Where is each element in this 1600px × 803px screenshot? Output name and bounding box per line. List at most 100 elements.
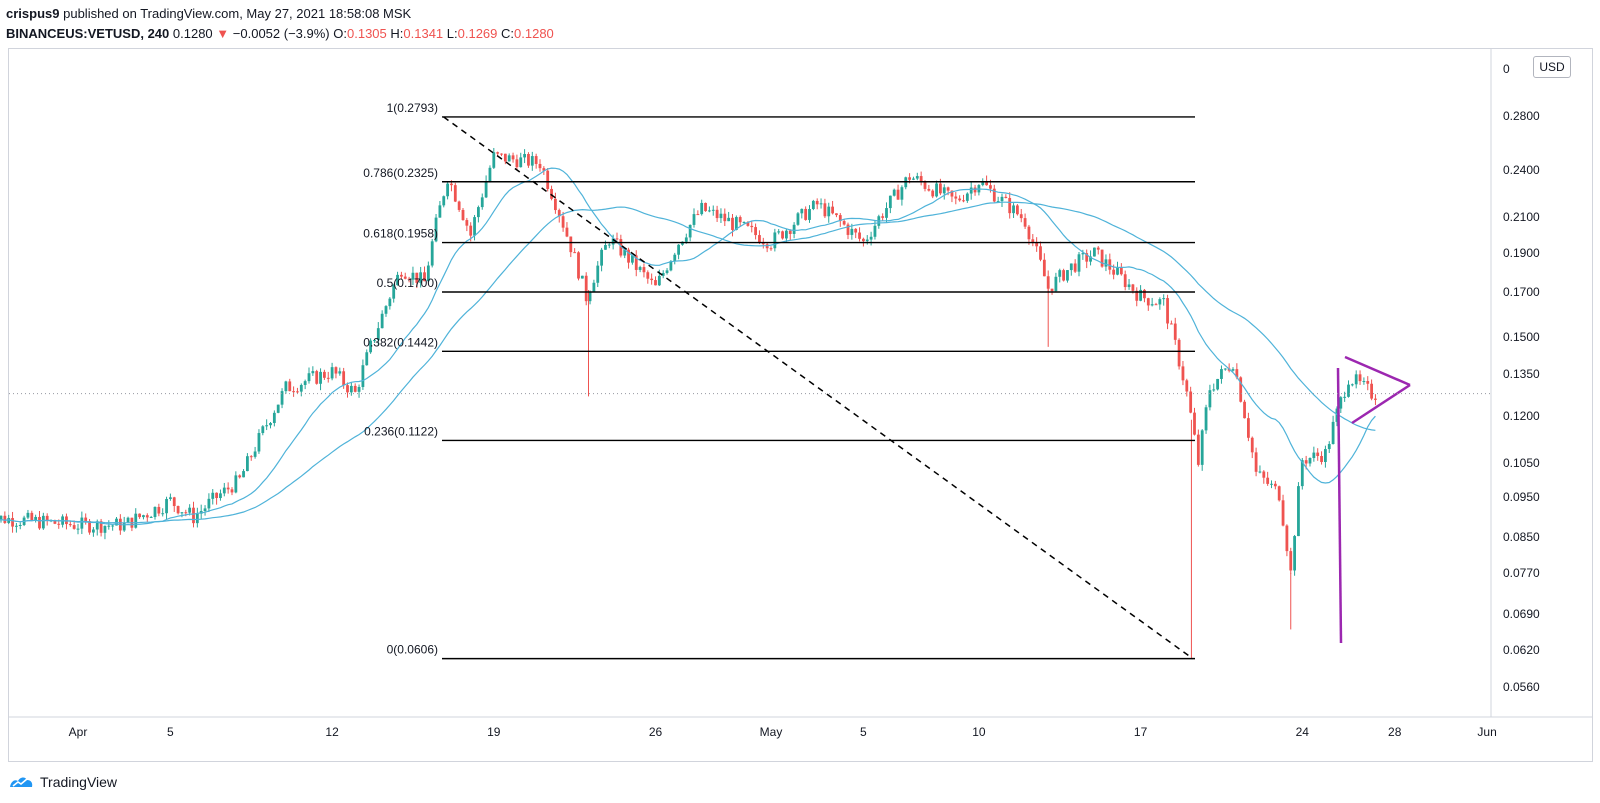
candle-body: [68, 524, 72, 526]
fib-level-label: 0.236(0.1122): [364, 424, 438, 438]
candles: [0, 147, 1377, 659]
candle-body: [754, 227, 757, 236]
candle-body: [376, 328, 380, 341]
candle-body: [1216, 378, 1219, 390]
candle-body: [688, 224, 692, 238]
candle-body: [1158, 299, 1162, 305]
time-tick-label: 5: [860, 725, 867, 739]
candle-body: [1127, 284, 1131, 288]
candle-body: [457, 201, 461, 210]
candle-body: [1066, 270, 1069, 281]
candle-body: [88, 521, 91, 533]
candle-body: [846, 224, 850, 235]
currency-badge[interactable]: USD: [1533, 56, 1571, 78]
price-tick-label: 0.1500: [1503, 330, 1540, 344]
candle-body: [796, 213, 800, 225]
candle-body: [249, 456, 253, 458]
candle-body: [369, 340, 372, 353]
symbol-label: BINANCEUS:VETUSD, 240: [6, 26, 170, 41]
candle-body: [26, 512, 30, 518]
candle-body: [965, 193, 969, 201]
candle-body: [361, 365, 365, 387]
candle-body: [565, 227, 569, 237]
candle-body: [969, 187, 973, 194]
candle-body: [184, 512, 188, 514]
candle-body: [992, 188, 996, 202]
candle-body: [99, 521, 103, 533]
candle-body: [711, 209, 715, 211]
candle-body: [299, 384, 303, 392]
candle-body: [896, 189, 900, 200]
time-tick-label: 19: [487, 725, 501, 739]
candle-body: [15, 525, 18, 527]
tradingview-logo-icon: [10, 777, 33, 787]
candle-body: [1324, 449, 1327, 462]
candle-body: [346, 385, 349, 393]
candle-body: [280, 391, 284, 405]
candle-body: [1339, 397, 1343, 409]
time-tick-label: 17: [1134, 725, 1148, 739]
candle-body: [811, 200, 815, 210]
candle-body: [296, 391, 299, 393]
candle-body: [1250, 437, 1254, 453]
candle-body: [850, 228, 854, 235]
candle-body: [1054, 276, 1058, 292]
candle-body: [1058, 270, 1062, 277]
candle-body: [188, 507, 192, 513]
candle-body: [569, 236, 573, 253]
candle-body: [519, 157, 523, 168]
candle-body: [1131, 284, 1135, 291]
candle-body: [700, 202, 704, 215]
candle-body: [892, 189, 896, 196]
candle-body: [1370, 383, 1373, 399]
candle-body: [900, 187, 904, 200]
ma-short-line: [0, 167, 1376, 526]
pennant-lower-line: [1351, 383, 1411, 425]
candle-body: [419, 272, 423, 283]
candle-body: [881, 216, 885, 218]
candle-body: [638, 267, 642, 270]
candle-body: [1154, 304, 1158, 306]
candle-body: [1366, 381, 1370, 384]
tradingview-footer[interactable]: TradingView: [8, 774, 117, 790]
chart-frame[interactable]: [8, 48, 1593, 762]
candle-body: [835, 213, 838, 216]
candle-body: [677, 244, 680, 255]
time-tick-label: 12: [325, 725, 339, 739]
author-name[interactable]: crispus9: [6, 6, 60, 21]
candle-body: [1304, 460, 1308, 464]
time-tick-label: 5: [167, 725, 174, 739]
candle-body: [634, 255, 638, 270]
candle-body: [515, 159, 519, 168]
candle-body: [1081, 253, 1085, 255]
candle-body: [169, 497, 172, 499]
candle-body: [180, 512, 184, 514]
time-tick-label: Jun: [1477, 725, 1496, 739]
candle-body: [207, 498, 211, 509]
candle-body: [1023, 218, 1027, 227]
candle-body: [1146, 298, 1150, 306]
price-tick-label: 0.0620: [1503, 643, 1540, 657]
candle-body: [1220, 369, 1223, 379]
candle-body: [450, 183, 453, 186]
candle-body: [1193, 412, 1196, 435]
candle-body: [1027, 226, 1031, 240]
close-label: C:: [501, 26, 515, 41]
candle-body: [18, 524, 22, 526]
candle-body: [41, 515, 45, 529]
close-value: 0.1280: [514, 26, 554, 41]
candle-body: [1116, 267, 1119, 275]
candle-body: [607, 244, 611, 246]
candle-body: [492, 152, 496, 168]
candle-body: [365, 352, 369, 366]
candle-body: [530, 156, 534, 166]
candle-body: [792, 224, 796, 234]
candle-body: [1374, 398, 1377, 400]
candle-body: [1293, 536, 1296, 571]
candle-body: [142, 515, 145, 518]
candle-body: [373, 340, 376, 342]
candle-body: [423, 272, 426, 282]
price-tick-label: 0.1050: [1503, 456, 1540, 470]
candle-body: [561, 216, 565, 228]
